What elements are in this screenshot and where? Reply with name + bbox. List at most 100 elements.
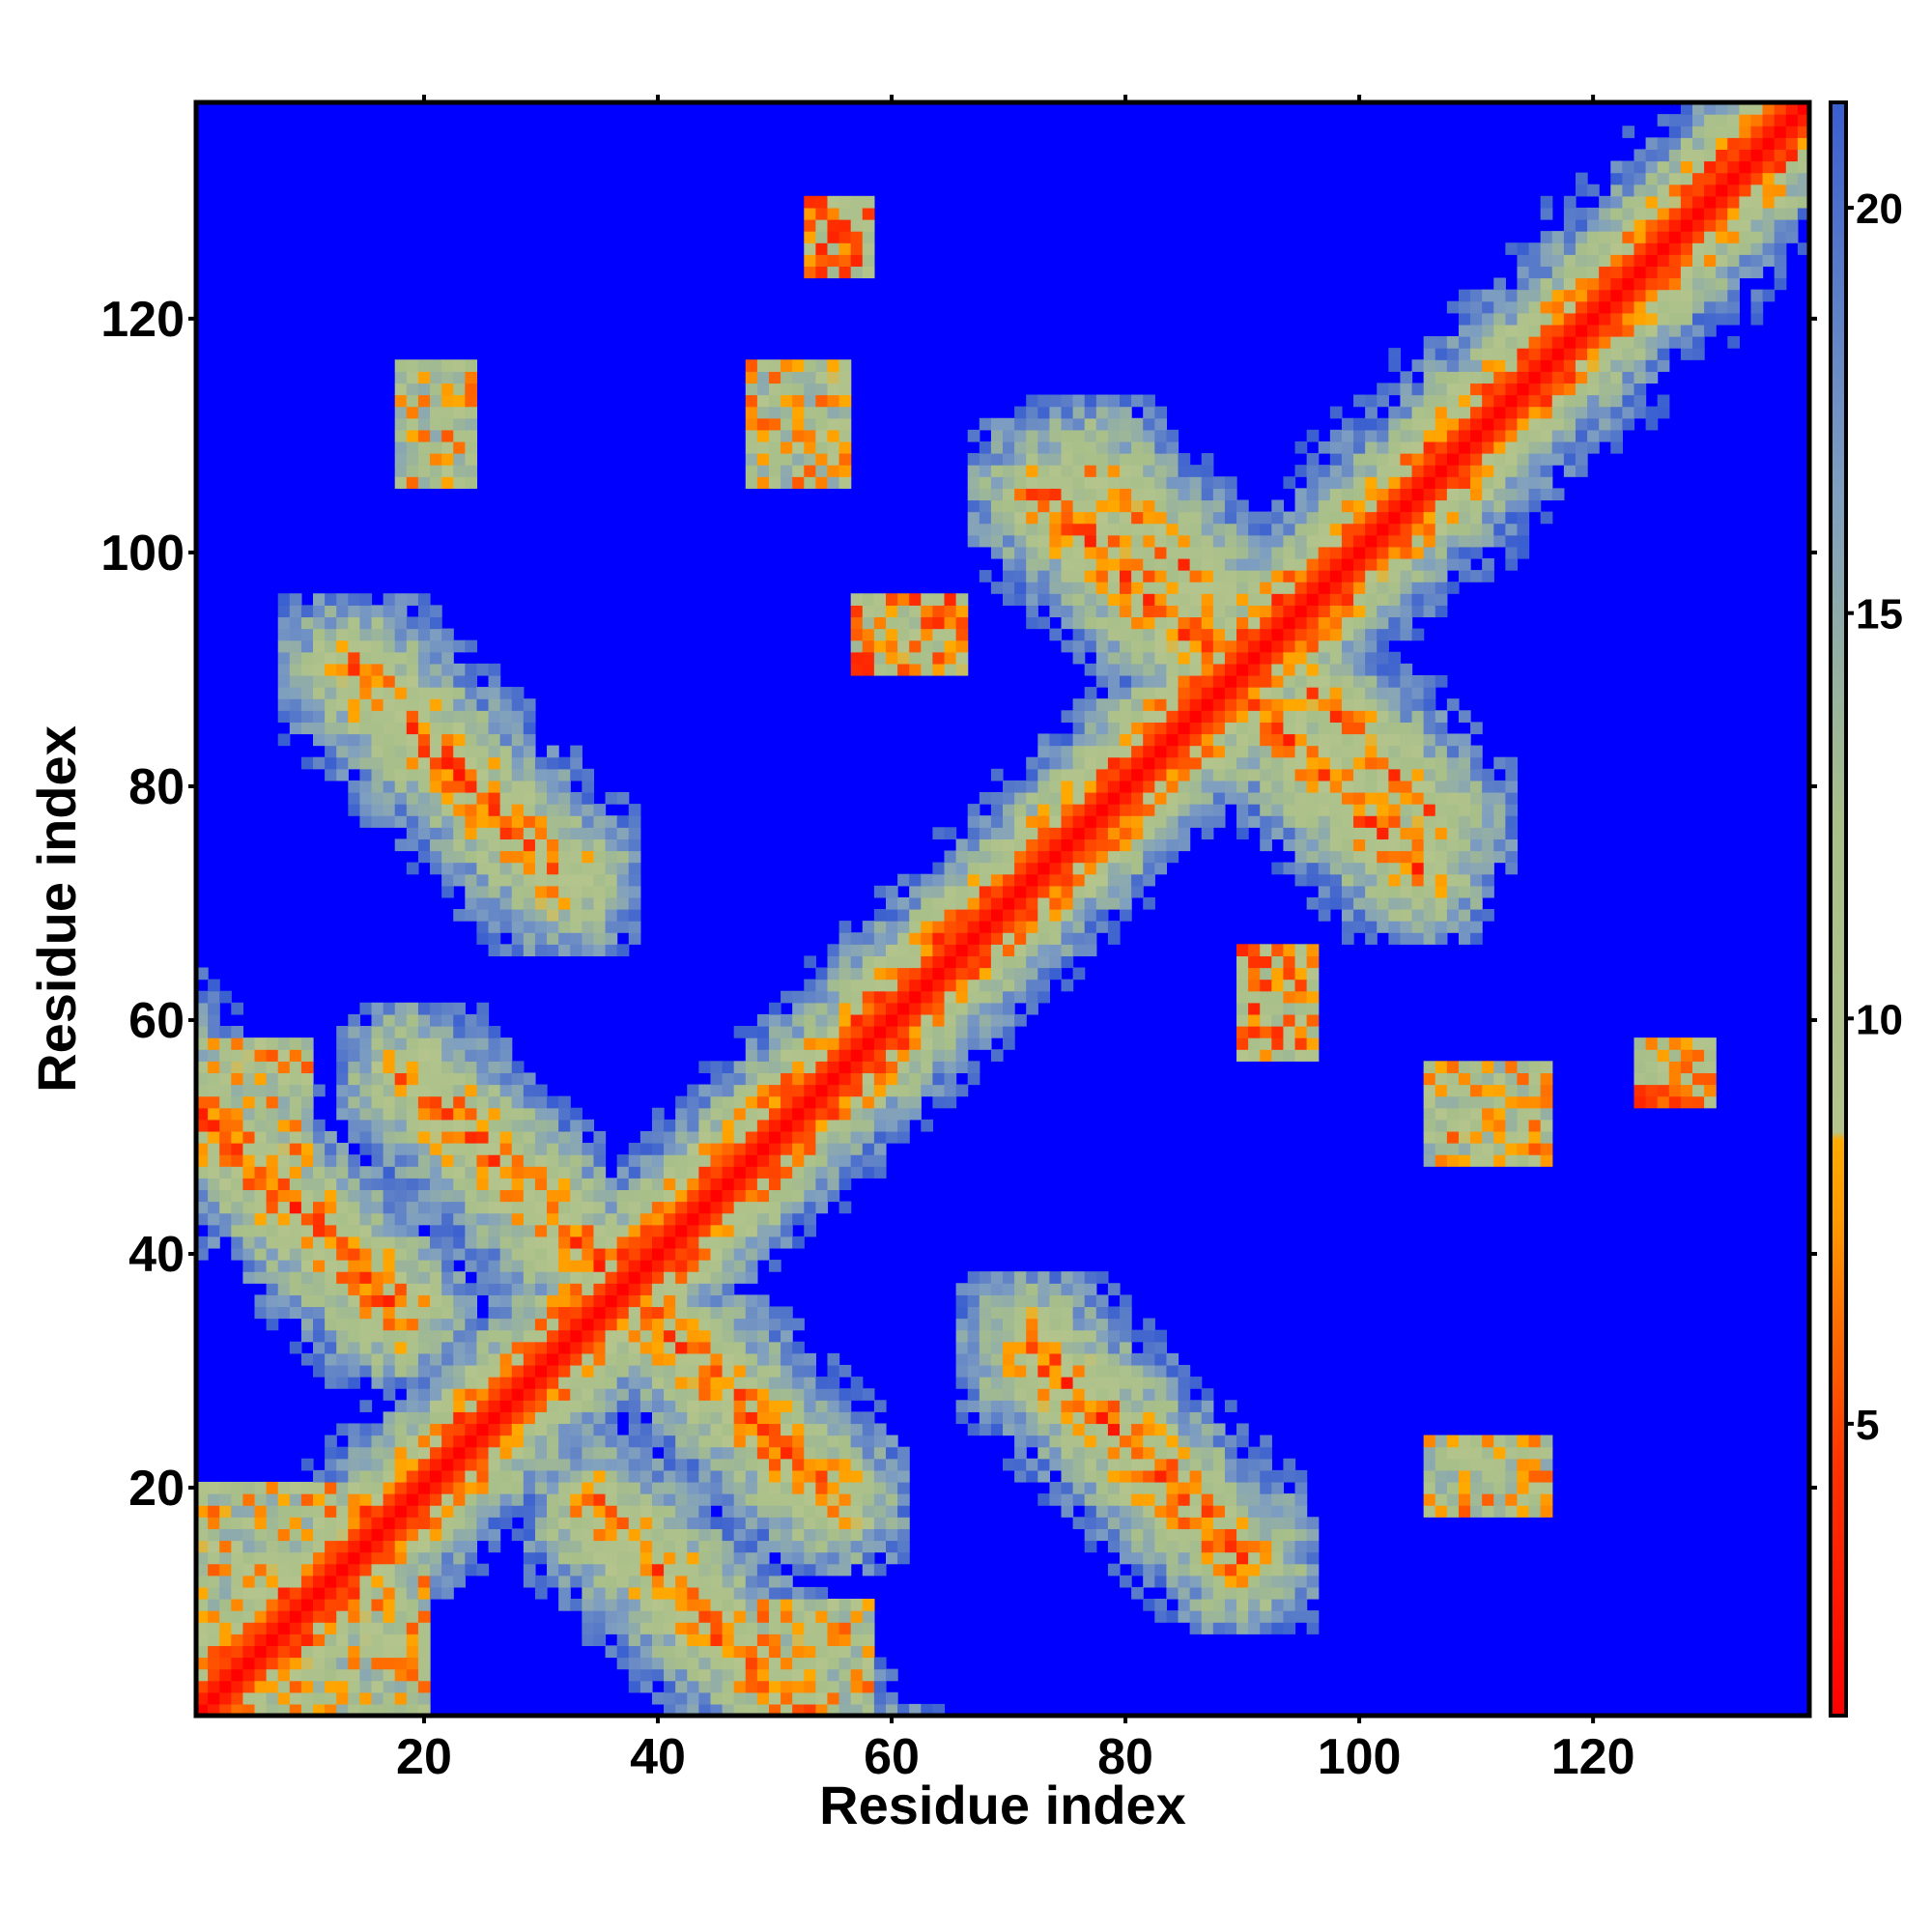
heatmap-cell [756,383,770,396]
heatmap-cell [1003,453,1015,466]
heatmap-cell [371,1143,384,1155]
heatmap-cell [675,1130,688,1144]
heatmap-cell [371,1586,384,1600]
heatmap-cell [1014,990,1027,1004]
heatmap-cell [196,1119,209,1132]
heatmap-cell [394,429,408,442]
heatmap-cell [593,1189,607,1203]
heatmap-cell [488,1072,501,1086]
heatmap-cell [394,1061,408,1074]
heatmap-cell [336,1458,349,1471]
heatmap-cell [476,804,490,816]
heatmap-cell [1166,1435,1179,1448]
heatmap-cell [862,1505,875,1518]
heatmap-cell [348,1657,361,1670]
heatmap-cell [792,1551,805,1565]
heatmap-cell [792,1107,805,1121]
heatmap-cell [827,1130,840,1144]
heatmap-cell [687,1481,699,1494]
heatmap-cell [453,1271,466,1284]
heatmap-cell [1014,873,1027,887]
heatmap-cell [534,1318,548,1331]
heatmap-cell [453,1469,466,1483]
heatmap-cell [1026,1352,1038,1366]
heatmap-cell [523,1423,536,1436]
heatmap-cell [1037,593,1050,606]
heatmap-cell [1166,1352,1179,1366]
heatmap-cell [850,1411,864,1425]
heatmap-cell [219,1622,232,1634]
heatmap-cell [476,1154,490,1167]
heatmap-cell [430,1364,442,1378]
heatmap-cell [441,1095,454,1109]
heatmap-cell [1107,1329,1121,1343]
heatmap-cell [313,1551,326,1565]
heatmap-cell [1131,873,1144,887]
heatmap-cell [558,909,571,922]
heatmap-cell [698,1130,712,1144]
heatmap-cell [804,1107,816,1121]
heatmap-cell [1154,488,1168,501]
heatmap-cell [827,231,840,243]
heatmap-cell [639,1668,653,1682]
heatmap-cell [1072,394,1086,408]
heatmap-cell [254,1201,268,1214]
heatmap-cell [406,1037,419,1050]
heatmap-cell [441,1469,454,1483]
heatmap-cell [289,1107,302,1121]
heatmap-cell [582,1469,595,1483]
heatmap-cell [1037,1318,1050,1331]
heatmap-cell [850,1598,864,1611]
heatmap-cell [348,651,361,665]
heatmap-cell [1072,791,1086,805]
heatmap-cell [313,1318,326,1331]
heatmap-cell [383,1119,396,1132]
heatmap-cell [616,1388,630,1401]
heatmap-cell [593,1598,607,1611]
heatmap-cell [944,862,957,875]
heatmap-cell [687,1271,699,1284]
heatmap-cell [804,1049,816,1062]
heatmap-cell [242,1143,256,1155]
heatmap-cell [710,1634,724,1646]
heatmap-cell [955,1037,969,1050]
heatmap-cell [628,885,641,898]
heatmap-cell [1014,1329,1027,1343]
heatmap-cell [219,1517,232,1529]
heatmap-cell [1120,1294,1132,1308]
heatmap-cell [1037,417,1050,431]
heatmap-cell [605,838,618,852]
heatmap-cell [1061,1318,1074,1331]
heatmap-cell [862,1528,875,1542]
heatmap-cell [722,1084,735,1097]
heatmap-cell [815,1107,829,1121]
heatmap-cell [1120,1469,1132,1483]
heatmap-cell [511,1493,525,1506]
heatmap-cell [781,1143,793,1155]
heatmap-cell [1026,1306,1038,1320]
heatmap-cell [979,465,992,477]
heatmap-cell [815,1037,829,1050]
heatmap-cell [909,873,922,887]
heatmap-cell [605,1598,618,1611]
heatmap-cell [967,534,980,548]
heatmap-cell [1026,546,1038,559]
heatmap-cell [850,1610,864,1623]
heatmap-cell [1166,698,1179,711]
heatmap-cell [277,1072,291,1086]
heatmap-cell [453,1154,466,1167]
heatmap-cell [756,1061,770,1074]
heatmap-cell [476,1072,490,1086]
heatmap-cell [1061,885,1074,898]
heatmap-cell [476,1329,490,1343]
heatmap-cell [664,1517,676,1529]
heatmap-cell [582,1528,595,1542]
heatmap-cell [511,756,525,770]
heatmap-cell [476,1458,490,1471]
heatmap-cell [300,1306,314,1320]
heatmap-cell [921,873,933,887]
heatmap-cell [558,1388,571,1401]
heatmap-cell [967,1352,980,1366]
heatmap-cell [231,1540,243,1553]
heatmap-cell [756,1551,770,1565]
